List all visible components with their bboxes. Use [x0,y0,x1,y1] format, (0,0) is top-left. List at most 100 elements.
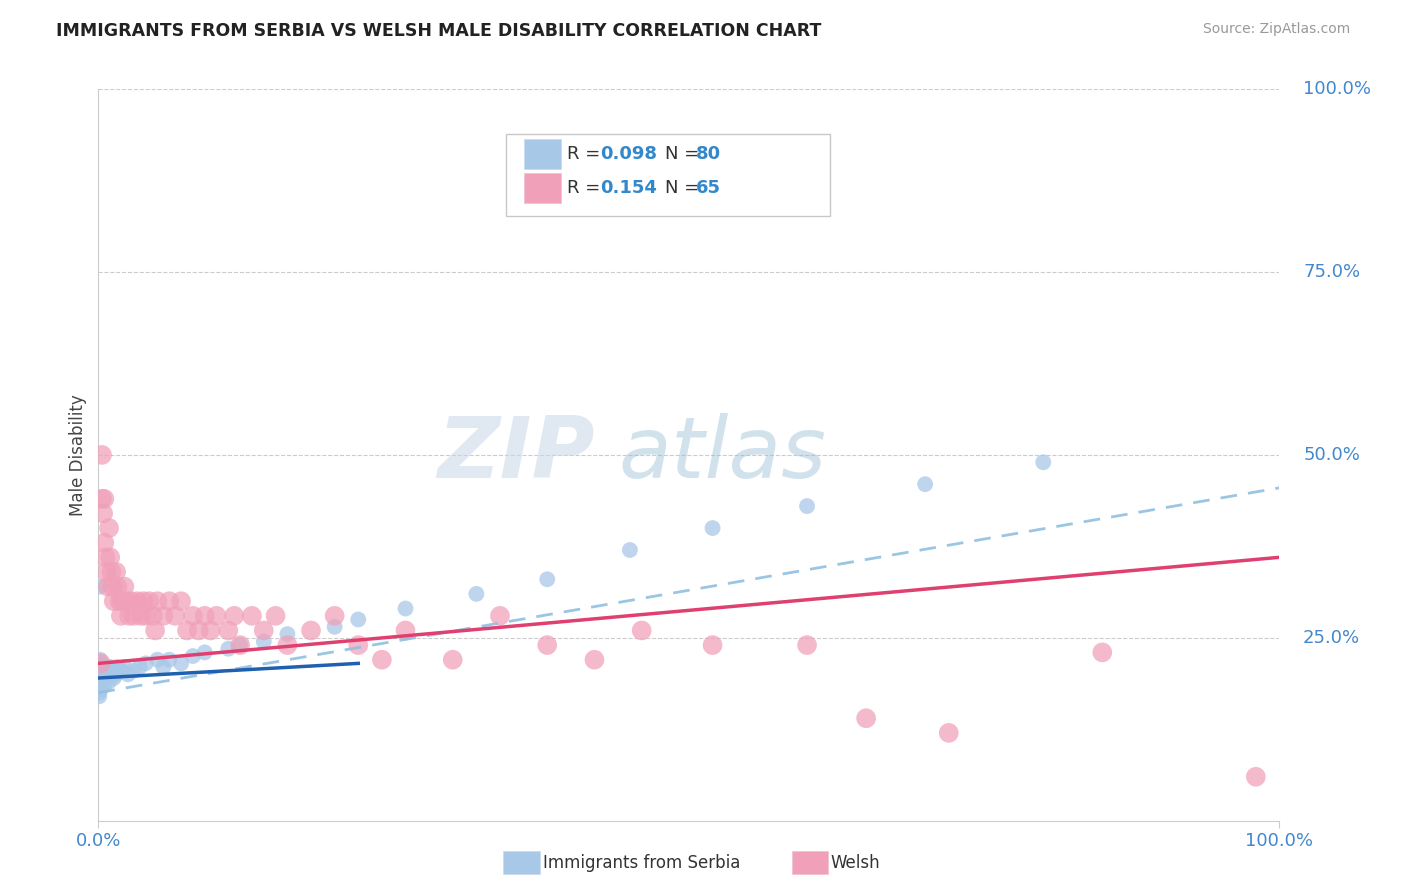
Point [87,686,110,700]
Point [240,608,263,623]
Point [98,660,121,674]
Point [323,608,346,623]
Point [89,664,111,678]
Text: R =: R = [567,145,606,163]
Point [129,608,152,623]
Point [229,638,252,652]
Point [108,594,131,608]
Point [170,657,193,671]
Text: 0.098: 0.098 [600,145,658,163]
Point [105,660,128,674]
Point [89,678,111,692]
Point [347,638,370,652]
Point [157,653,180,667]
Point [97,667,120,681]
Point [105,580,128,594]
Point [91,660,114,674]
Point [89,674,111,689]
Point [90,667,112,681]
Point [135,657,157,671]
Point [90,667,112,681]
Point [583,653,606,667]
Point [914,477,936,491]
Point [89,657,111,671]
Point [702,638,724,652]
Point [394,601,416,615]
Point [108,664,131,678]
Point [103,671,125,685]
Point [152,660,174,674]
Text: 65: 65 [696,179,721,197]
Point [146,594,169,608]
Point [205,608,228,623]
Text: ZIP: ZIP [437,413,595,497]
Point [89,667,111,681]
Point [165,608,187,623]
Point [90,671,112,685]
Point [110,608,132,623]
Point [111,664,134,678]
Point [105,565,128,579]
Point [122,664,145,678]
Point [90,678,112,692]
Point [115,594,138,608]
Point [347,613,370,627]
Point [89,690,111,704]
Point [299,624,322,638]
Y-axis label: Male Disability: Male Disability [69,394,87,516]
Point [253,634,276,648]
Point [143,624,166,638]
Point [702,521,724,535]
Point [93,671,115,685]
Point [94,667,117,681]
Point [441,653,464,667]
Point [229,638,252,652]
Point [98,550,121,565]
Point [122,608,145,623]
Point [536,572,558,586]
Point [855,711,877,725]
Point [93,664,115,678]
Point [89,580,111,594]
Point [100,664,122,678]
Point [91,664,114,678]
Text: Source: ZipAtlas.com: Source: ZipAtlas.com [1202,22,1350,37]
Point [938,726,960,740]
Point [371,653,394,667]
Point [91,667,114,681]
Point [253,624,276,638]
Point [100,565,122,579]
Point [796,499,818,513]
Point [142,608,165,623]
Text: 50.0%: 50.0% [1303,446,1360,464]
Point [127,594,149,608]
Point [489,608,512,623]
Point [93,667,115,681]
Point [91,671,114,685]
Text: 75.0%: 75.0% [1303,263,1360,281]
Point [91,491,114,506]
Point [98,521,121,535]
Point [89,667,111,681]
Point [96,664,118,678]
Point [194,645,217,659]
Text: 80: 80 [696,145,721,163]
Point [91,664,114,678]
Point [104,664,127,678]
Point [217,624,239,638]
Point [89,678,111,692]
Point [224,608,246,623]
Point [98,667,121,681]
Text: Welsh: Welsh [831,854,880,871]
Text: atlas: atlas [619,413,827,497]
Point [1032,455,1054,469]
Point [1091,645,1114,659]
Text: IMMIGRANTS FROM SERBIA VS WELSH MALE DISABILITY CORRELATION CHART: IMMIGRANTS FROM SERBIA VS WELSH MALE DIS… [56,22,821,40]
Point [96,565,118,579]
Point [187,624,209,638]
Point [200,624,222,638]
Text: 25.0%: 25.0% [1303,629,1360,647]
Point [181,649,204,664]
Point [90,660,112,674]
Point [87,671,110,685]
